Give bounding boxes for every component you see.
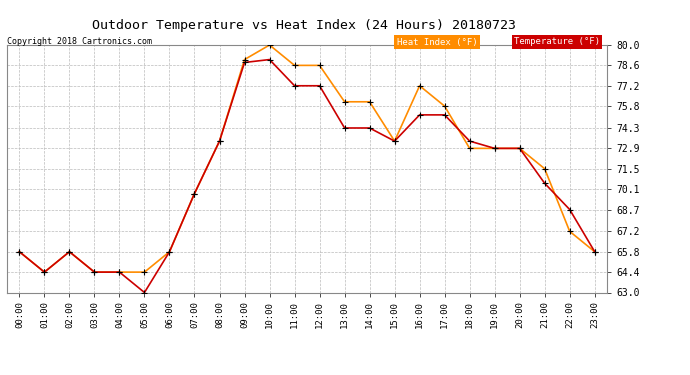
Text: Temperature (°F): Temperature (°F) [514, 38, 600, 46]
Text: Outdoor Temperature vs Heat Index (24 Hours) 20180723: Outdoor Temperature vs Heat Index (24 Ho… [92, 19, 515, 32]
Text: Copyright 2018 Cartronics.com: Copyright 2018 Cartronics.com [7, 38, 152, 46]
Text: Heat Index (°F): Heat Index (°F) [397, 38, 477, 46]
